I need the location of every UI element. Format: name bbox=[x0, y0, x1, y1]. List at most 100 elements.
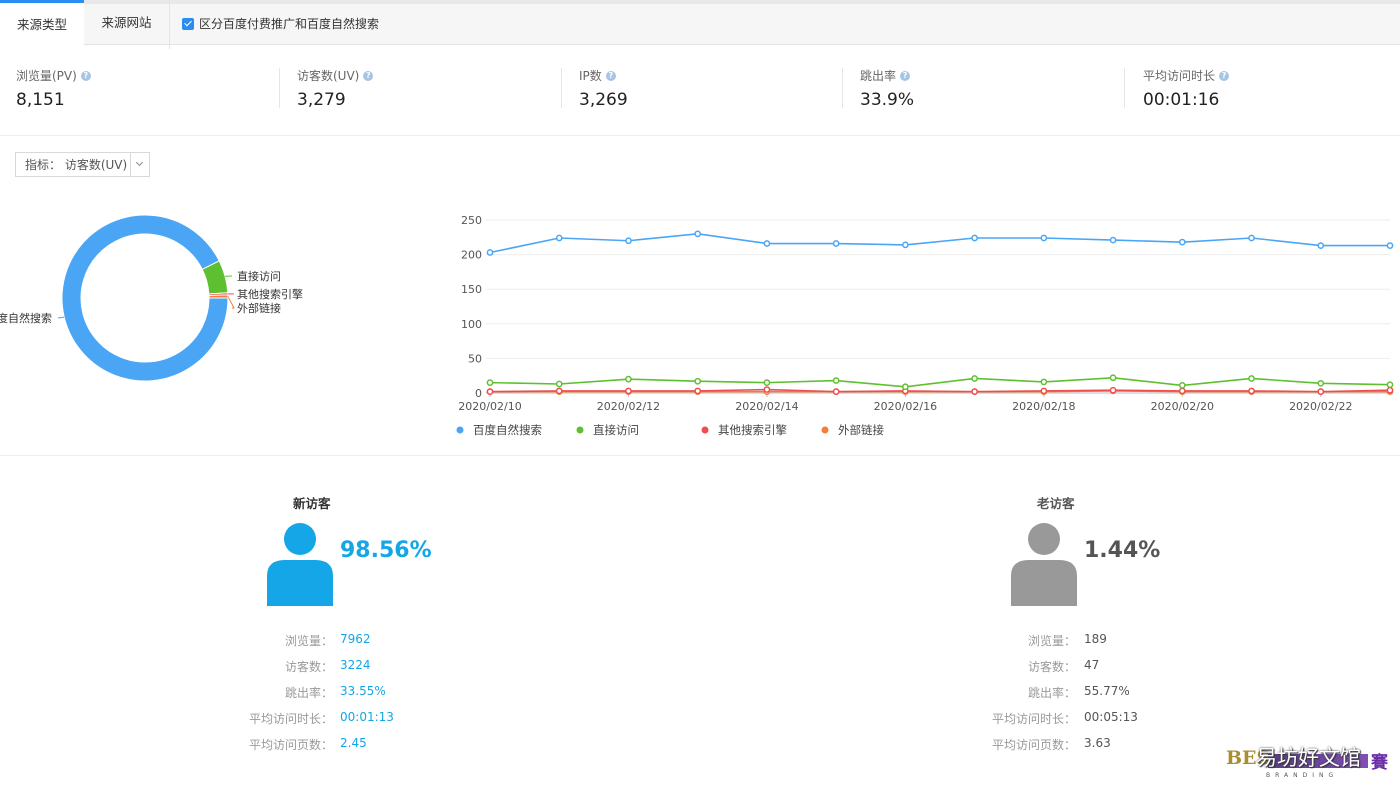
detail-key: 平均访问时长： bbox=[991, 712, 1076, 726]
new-visitor-percentage: 98.56% bbox=[340, 538, 432, 563]
detail-key: 跳出率： bbox=[284, 686, 333, 700]
series-point[interactable] bbox=[1040, 378, 1048, 386]
old-visitor-percentage: 1.44% bbox=[1084, 538, 1161, 563]
metric-ip-label: IP数 bbox=[579, 69, 602, 83]
question-circle-icon[interactable]: ? bbox=[605, 70, 616, 81]
series-point[interactable] bbox=[1248, 387, 1255, 395]
series-point[interactable] bbox=[1109, 374, 1117, 382]
series-point[interactable] bbox=[832, 377, 840, 384]
metric-uv-value: 3,279 bbox=[297, 90, 346, 110]
y-tick-label: 0 bbox=[475, 387, 482, 400]
series-point[interactable] bbox=[694, 387, 702, 395]
detail-row: 跳出率： bbox=[876, 684, 1076, 704]
metric-divider bbox=[842, 68, 843, 108]
donut-label: 外部链接 bbox=[237, 301, 281, 315]
series-point[interactable] bbox=[1386, 381, 1394, 389]
metric-pv-value: 8,151 bbox=[16, 90, 65, 110]
indicator-select-text: 指标： 访客数(UV) bbox=[25, 158, 128, 172]
question-circle-icon[interactable]: ? bbox=[900, 70, 911, 81]
series-point[interactable] bbox=[832, 388, 840, 395]
watermark-en: BES bbox=[1226, 747, 1271, 769]
series-point[interactable] bbox=[1109, 386, 1117, 394]
watermark-logo: BES 易坊好文馆 賽 BRANDING bbox=[1226, 742, 1396, 782]
series-point[interactable] bbox=[1178, 238, 1186, 246]
legend-item-2[interactable]: 其他搜索引擎 bbox=[701, 423, 788, 437]
indicator-select[interactable]: 指标： 访客数(UV) bbox=[15, 152, 150, 177]
user-icon bbox=[267, 523, 333, 606]
donut-label: 其他搜索引擎 bbox=[237, 287, 303, 301]
series-point[interactable] bbox=[1178, 382, 1186, 389]
series-point[interactable] bbox=[832, 240, 840, 247]
tab-source-type[interactable]: 来源类型 bbox=[0, 0, 84, 49]
detail-row: 浏览量： bbox=[133, 632, 333, 652]
x-tick-label: 2020/02/16 bbox=[874, 400, 937, 413]
series-point[interactable] bbox=[486, 379, 494, 386]
metric-divider bbox=[561, 68, 562, 108]
detail-row: 平均访问时长： bbox=[133, 710, 333, 730]
series-point[interactable] bbox=[1178, 387, 1186, 395]
series-point[interactable] bbox=[1109, 236, 1117, 244]
detail-value: 3224 bbox=[340, 658, 371, 672]
series-point[interactable] bbox=[555, 380, 563, 388]
tab-source-site[interactable]: 来源网站 bbox=[84, 0, 170, 49]
series-point[interactable] bbox=[971, 375, 978, 382]
series-point[interactable] bbox=[1317, 388, 1325, 395]
distinguish-baidu-label: 区分百度付费推广和百度自然搜索 bbox=[199, 17, 380, 31]
series-point[interactable] bbox=[1317, 242, 1325, 249]
series-point[interactable] bbox=[1386, 242, 1394, 249]
question-circle-icon[interactable]: ? bbox=[1219, 70, 1230, 81]
x-tick-label: 2020/02/12 bbox=[597, 400, 660, 413]
series-point[interactable] bbox=[625, 387, 632, 395]
series-point[interactable] bbox=[971, 234, 978, 242]
series-point[interactable] bbox=[971, 388, 978, 395]
metric-divider bbox=[1124, 68, 1125, 108]
detail-key: 跳出率： bbox=[1027, 686, 1076, 700]
x-tick-label: 2020/02/14 bbox=[735, 400, 798, 413]
series-point[interactable] bbox=[625, 237, 632, 245]
series-point[interactable] bbox=[694, 230, 702, 238]
question-circle-icon[interactable]: ? bbox=[363, 70, 374, 81]
detail-value: 00:05:13 bbox=[1084, 710, 1138, 724]
distinguish-baidu-option[interactable]: 区分百度付费推广和百度自然搜索 bbox=[182, 15, 379, 32]
source-trend-line-chart: 0 50 100 150 200 250 2020/02/10 2020/02/12 2020/… bbox=[456, 214, 1394, 437]
question-circle-icon[interactable]: ? bbox=[80, 70, 91, 81]
series-point[interactable] bbox=[1248, 234, 1255, 242]
series-point[interactable] bbox=[1317, 379, 1325, 387]
series-point[interactable] bbox=[763, 379, 771, 386]
y-tick-label: 150 bbox=[461, 283, 482, 296]
source-donut-chart: 直接访问其他搜索引擎外部链接百度自然搜索 bbox=[0, 214, 303, 382]
legend-label: 其他搜索引擎 bbox=[718, 423, 787, 437]
series-point[interactable] bbox=[625, 375, 632, 383]
legend-item-0[interactable]: 百度自然搜索 bbox=[456, 423, 543, 437]
legend-item-3[interactable]: 外部链接 bbox=[821, 423, 885, 437]
donut-slice-0[interactable] bbox=[61, 214, 229, 382]
detail-key: 浏览量： bbox=[284, 634, 333, 648]
old-visitor-title: 老访客 bbox=[1037, 496, 1075, 511]
series-point[interactable] bbox=[1040, 387, 1048, 395]
series-point[interactable] bbox=[555, 234, 563, 242]
series-point[interactable] bbox=[694, 377, 702, 385]
series-point[interactable] bbox=[555, 387, 563, 395]
y-tick-label: 100 bbox=[461, 318, 482, 331]
series-point[interactable] bbox=[1040, 234, 1048, 242]
series-point[interactable] bbox=[1248, 375, 1255, 382]
legend-item-1[interactable]: 直接访问 bbox=[576, 423, 640, 437]
series-point[interactable] bbox=[763, 386, 771, 393]
series-point[interactable] bbox=[486, 249, 494, 256]
x-tick-label: 2020/02/10 bbox=[458, 400, 521, 413]
chevron-down-icon[interactable] bbox=[130, 153, 149, 176]
source-tab-bar: 来源类型 来源网站 区分百度付费推广和百度自然搜索 bbox=[0, 0, 1400, 49]
detail-row: 平均访问时长： bbox=[876, 710, 1076, 730]
series-point[interactable] bbox=[902, 383, 909, 391]
series-point[interactable] bbox=[902, 241, 909, 249]
watermark-tail: 賽 bbox=[1371, 753, 1388, 773]
series-point[interactable] bbox=[1386, 386, 1394, 394]
distinguish-baidu-checkbox[interactable] bbox=[182, 17, 194, 30]
detail-key: 浏览量： bbox=[1027, 634, 1076, 648]
detail-value: 2.45 bbox=[340, 736, 367, 750]
series-point[interactable] bbox=[486, 388, 494, 395]
y-tick-label: 200 bbox=[461, 249, 482, 262]
detail-value: 00:01:13 bbox=[340, 710, 394, 724]
series-point[interactable] bbox=[763, 240, 771, 247]
x-tick-label: 2020/02/18 bbox=[1012, 400, 1075, 413]
